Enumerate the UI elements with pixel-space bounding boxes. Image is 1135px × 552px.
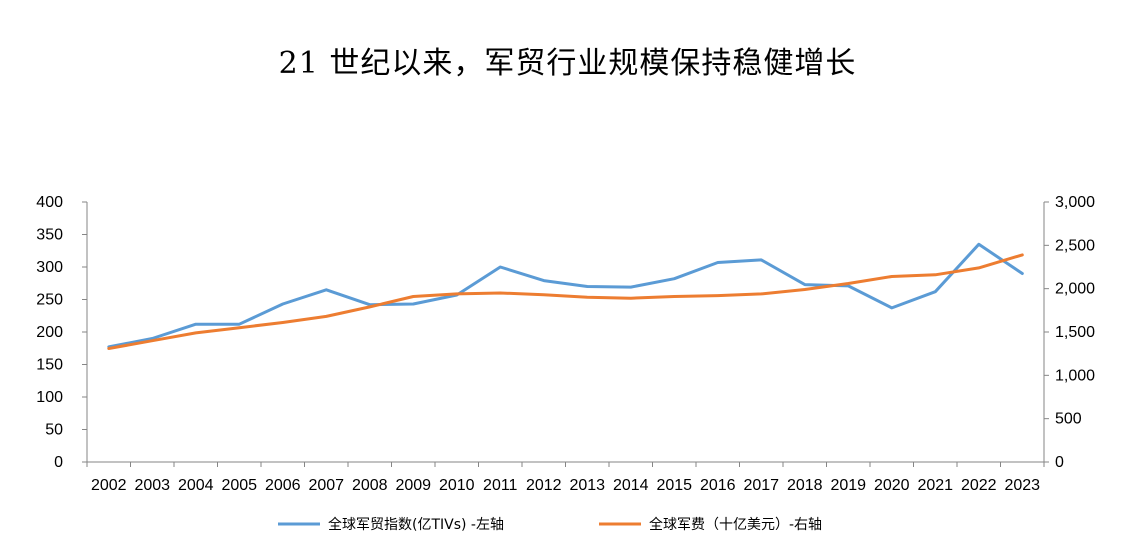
right-y-tick-label: 1,000 bbox=[1055, 367, 1095, 384]
left-y-tick-label: 200 bbox=[36, 324, 63, 341]
x-tick-label: 2022 bbox=[961, 477, 997, 494]
x-tick-label: 2017 bbox=[743, 477, 779, 494]
left-y-tick-label: 100 bbox=[36, 389, 63, 406]
x-tick-label: 2003 bbox=[134, 477, 170, 494]
x-tick-label: 2019 bbox=[830, 477, 866, 494]
right-y-tick-label: 2,500 bbox=[1055, 237, 1095, 254]
axes bbox=[82, 201, 1049, 467]
x-tick-label: 2002 bbox=[91, 477, 127, 494]
left-y-tick-label: 350 bbox=[36, 227, 63, 244]
x-tick-label: 2010 bbox=[439, 477, 475, 494]
x-tick-label: 2008 bbox=[352, 477, 388, 494]
x-tick-label: 2012 bbox=[526, 477, 562, 494]
x-tick-label: 2014 bbox=[613, 477, 649, 494]
x-tick-label: 2005 bbox=[221, 477, 257, 494]
x-tick-label: 2009 bbox=[395, 477, 431, 494]
x-tick-label: 2013 bbox=[569, 477, 605, 494]
x-tick-label: 2015 bbox=[656, 477, 692, 494]
x-tick-label: 2020 bbox=[874, 477, 910, 494]
series-line-military-spending bbox=[107, 253, 1024, 350]
x-tick-label: 2023 bbox=[1004, 477, 1040, 494]
x-tick-label: 2021 bbox=[917, 477, 953, 494]
right-y-tick-label: 0 bbox=[1055, 454, 1064, 471]
legend-label: 全球军费（十亿美元）-右轴 bbox=[649, 516, 822, 533]
legend-label: 全球军贸指数(亿TIVs) -左轴 bbox=[328, 516, 504, 533]
left-y-tick-label: 300 bbox=[36, 259, 63, 276]
x-tick-label: 2018 bbox=[787, 477, 823, 494]
tick-labels: 0 50 100 150 200 250 300 350 400 0 500 1,000 1,500 2,… bbox=[36, 194, 1095, 494]
right-y-tick-label: 3,000 bbox=[1055, 194, 1095, 211]
series-lines bbox=[107, 242, 1024, 350]
left-y-tick-label: 150 bbox=[36, 357, 63, 374]
right-y-tick-label: 500 bbox=[1055, 411, 1082, 428]
left-y-tick-label: 250 bbox=[36, 292, 63, 309]
legend: 全球军贸指数(亿TIVs) -左轴 全球军费（十亿美元）-右轴 bbox=[278, 516, 822, 533]
chart-title: 21 世纪以来，军贸行业规模保持稳健增长 bbox=[278, 46, 857, 81]
left-y-tick-label: 0 bbox=[54, 454, 63, 471]
left-y-tick-label: 50 bbox=[45, 422, 63, 439]
x-tick-label: 2016 bbox=[700, 477, 736, 494]
left-y-tick-label: 400 bbox=[36, 194, 63, 211]
right-y-tick-label: 2,000 bbox=[1055, 281, 1095, 298]
series-line-arms-trade-index bbox=[107, 242, 1024, 349]
x-tick-label: 2007 bbox=[308, 477, 344, 494]
legend-item: 全球军贸指数(亿TIVs) -左轴 bbox=[278, 516, 504, 533]
legend-item: 全球军费（十亿美元）-右轴 bbox=[599, 516, 822, 533]
x-tick-label: 2011 bbox=[483, 477, 518, 494]
x-tick-label: 2004 bbox=[178, 477, 214, 494]
x-tick-label: 2006 bbox=[265, 477, 301, 494]
right-y-tick-label: 1,500 bbox=[1055, 324, 1095, 341]
